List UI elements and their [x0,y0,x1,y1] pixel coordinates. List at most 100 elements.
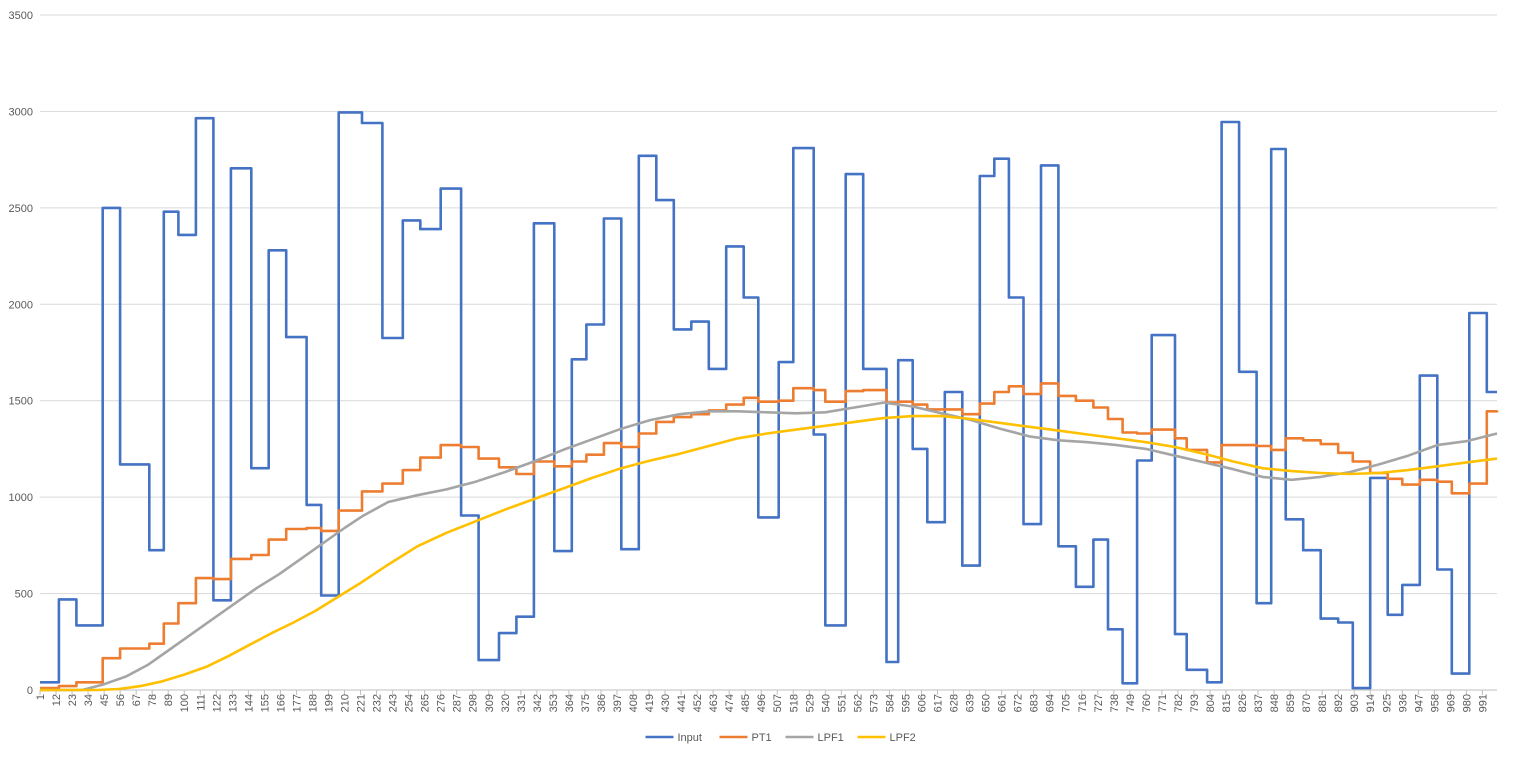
x-tick-label: 45 [99,694,111,706]
x-tick-label: 397 [612,694,624,712]
x-tick-label: 78 [147,694,159,706]
x-tick-label: 276 [436,694,448,712]
x-tick-label: 782 [1173,694,1185,712]
x-tick-label: 562 [852,694,864,712]
x-tick-label: 353 [548,694,560,712]
x-tick-label: 122 [211,694,223,712]
x-tick-label: 309 [484,694,496,712]
y-tick-label: 3500 [9,10,33,22]
x-tick-label: 903 [1349,694,1361,712]
x-tick-label: 331 [516,694,528,712]
x-tick-label: 738 [1109,694,1121,712]
x-tick-label: 606 [916,694,928,712]
x-tick-label: 958 [1429,694,1441,712]
x-tick-label: 441 [676,694,688,712]
x-tick-label: 947 [1413,694,1425,712]
x-tick-label: 243 [388,694,400,712]
y-tick-label: 0 [27,685,33,697]
x-tick-label: 529 [804,694,816,712]
x-tick-label: 914 [1365,694,1377,712]
x-tick-label: 265 [420,694,432,712]
x-tick-label: 496 [756,694,768,712]
legend-item-pt1: PT1 [719,732,772,744]
x-tick-label: 760 [1141,694,1153,712]
x-tick-label: 892 [1333,694,1345,712]
x-tick-label: 661 [997,694,1009,712]
y-tick-label: 2000 [9,299,33,311]
series-line-lpf1 [40,401,1498,692]
x-tick-label: 111 [195,694,207,711]
series-line-input [40,111,1497,690]
x-tick-label: 452 [692,694,704,712]
y-axis-tick-labels: 0 500 1000 1500 2000 2500 3000 3500 [9,10,33,697]
x-tick-label: 595 [900,694,912,712]
x-tick-label: 639 [965,694,977,712]
x-tick-label: 628 [949,694,961,712]
x-tick-label: 144 [243,694,255,712]
x-tick-label: 507 [772,694,784,712]
gridlines [40,14,1497,595]
x-tick-label: 485 [740,694,752,712]
x-tick-label: 375 [580,694,592,712]
x-tick-label: 254 [404,694,416,712]
x-tick-label: 991 [1477,694,1489,712]
y-tick-label: 1500 [9,396,33,408]
x-tick-label: 155 [259,694,271,712]
series-line-lpf2 [40,414,1498,692]
x-tick-label: 12 [51,694,63,706]
x-tick-label: 716 [1077,694,1089,712]
x-tick-label: 221 [356,694,368,712]
x-tick-label: 705 [1061,694,1073,712]
x-tick-label: 936 [1397,694,1409,712]
x-tick-label: 749 [1125,694,1137,712]
x-tick-label: 815 [1221,694,1233,712]
x-axis-tick-labels: 1 12 23 34 45 56 67 78 89 100 111 122 133 144 155 166 17… [35,694,1489,712]
x-tick-label: 100 [179,694,191,712]
x-tick-label: 298 [468,694,480,712]
x-tick-label: 573 [868,694,880,712]
x-tick-label: 793 [1189,694,1201,712]
y-tick-label: 3000 [9,106,33,118]
x-tick-label: 34 [83,694,95,706]
x-tick-label: 980 [1461,694,1473,712]
x-tick-label: 287 [452,694,464,712]
x-tick-label: 23 [67,694,79,706]
y-tick-label: 500 [15,589,33,601]
x-tick-label: 584 [884,694,896,712]
x-tick-label: 232 [372,694,384,712]
x-tick-label: 408 [628,694,640,712]
x-tick-label: 804 [1205,694,1217,712]
x-tick-label: 199 [323,694,335,712]
legend-label: LPF1 [818,732,844,744]
legend-item-lpf1: LPF1 [785,732,844,744]
x-tick-label: 210 [340,694,352,712]
x-tick-label: 694 [1045,694,1057,712]
x-tick-label: 551 [836,694,848,712]
x-tick-label: 177 [291,694,303,712]
x-tick-label: 870 [1301,694,1313,712]
x-tick-label: 881 [1317,694,1329,712]
x-tick-label: 133 [227,694,239,712]
x-tick-label: 650 [981,694,993,712]
series-lines [40,111,1499,692]
x-tick-label: 1 [35,694,47,700]
x-tick-label: 540 [820,694,832,712]
x-tick-label: 848 [1269,694,1281,712]
x-tick-label: 474 [724,694,736,712]
x-tick-label: 925 [1381,694,1393,712]
x-tick-label: 518 [788,694,800,712]
series-line-pt1 [40,382,1499,690]
x-tick-label: 859 [1285,694,1297,712]
x-tick-label: 166 [275,694,287,712]
legend-label: Input [678,732,702,744]
x-tick-label: 463 [708,694,720,712]
x-tick-label: 188 [307,694,319,712]
x-tick-label: 969 [1445,694,1457,712]
x-tick-label: 771 [1157,694,1169,712]
x-tick-label: 683 [1029,694,1041,712]
x-tick-label: 826 [1237,694,1249,712]
x-tick-label: 342 [532,694,544,712]
x-tick-label: 727 [1093,694,1105,712]
x-axis [39,689,1497,695]
